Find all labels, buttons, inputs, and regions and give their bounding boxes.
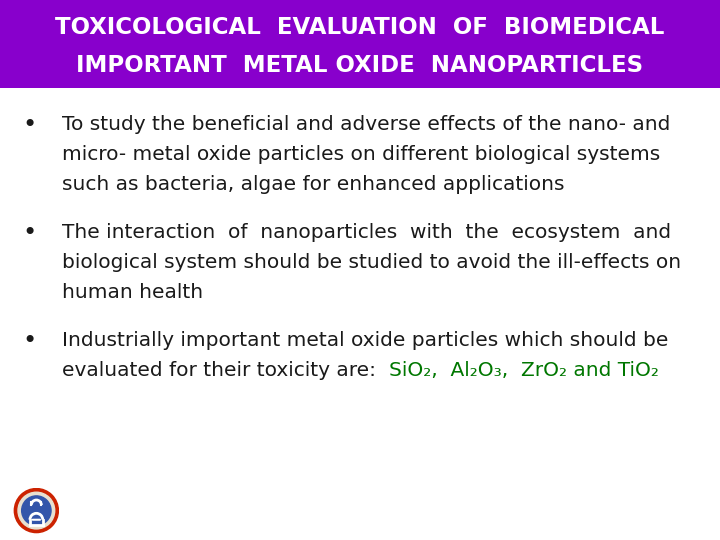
Text: The interaction  of  nanoparticles  with  the  ecosystem  and: The interaction of nanoparticles with th… bbox=[62, 224, 671, 242]
FancyBboxPatch shape bbox=[0, 0, 720, 88]
Text: •: • bbox=[23, 329, 37, 353]
Text: •: • bbox=[23, 113, 37, 137]
Text: human health: human health bbox=[62, 284, 203, 302]
Circle shape bbox=[18, 492, 55, 529]
Circle shape bbox=[22, 496, 51, 525]
Circle shape bbox=[14, 489, 58, 532]
Text: such as bacteria, algae for enhanced applications: such as bacteria, algae for enhanced app… bbox=[62, 176, 564, 194]
Text: IMPORTANT  METAL OXIDE  NANOPARTICLES: IMPORTANT METAL OXIDE NANOPARTICLES bbox=[76, 55, 644, 78]
Text: biological system should be studied to avoid the ill-effects on: biological system should be studied to a… bbox=[62, 253, 681, 273]
Text: Industrially important metal oxide particles which should be: Industrially important metal oxide parti… bbox=[62, 332, 668, 350]
Text: evaluated for their toxicity are:: evaluated for their toxicity are: bbox=[62, 361, 389, 381]
Text: •: • bbox=[23, 221, 37, 245]
Text: TOXICOLOGICAL  EVALUATION  OF  BIOMEDICAL: TOXICOLOGICAL EVALUATION OF BIOMEDICAL bbox=[55, 17, 665, 39]
Text: micro- metal oxide particles on different biological systems: micro- metal oxide particles on differen… bbox=[62, 145, 660, 165]
Text: To study the beneficial and adverse effects of the nano- and: To study the beneficial and adverse effe… bbox=[62, 116, 670, 134]
Text: SiO₂,  Al₂O₃,  ZrO₂ and TiO₂: SiO₂, Al₂O₃, ZrO₂ and TiO₂ bbox=[389, 361, 659, 381]
